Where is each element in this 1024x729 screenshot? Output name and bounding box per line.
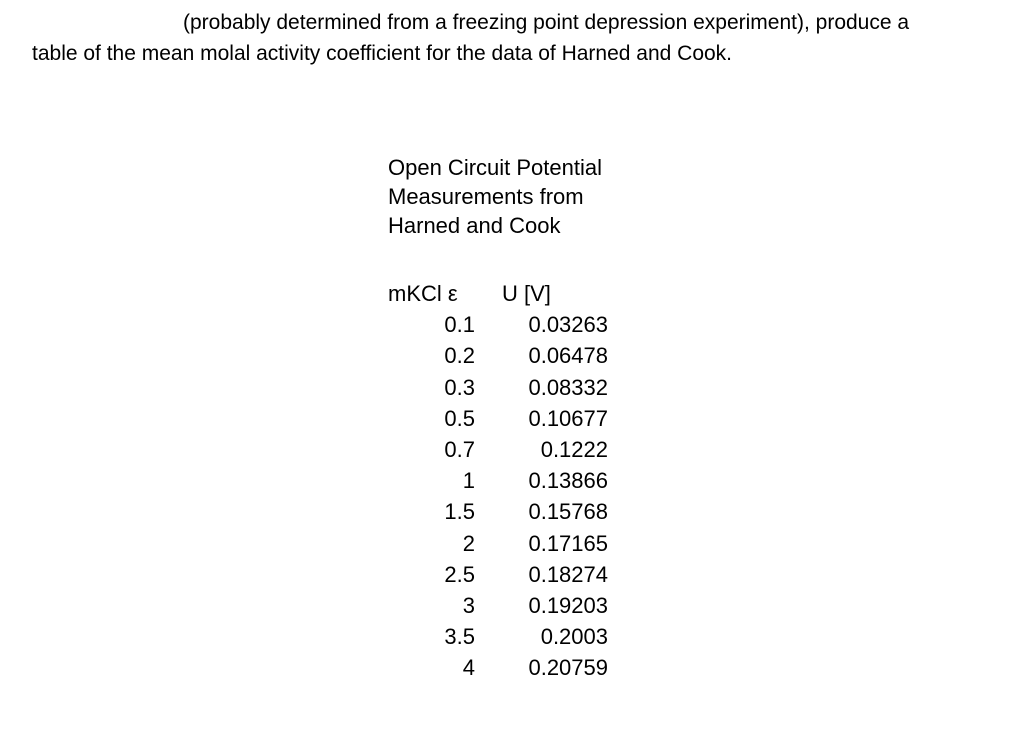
table-row: 1.5 0.15768 — [388, 496, 608, 527]
potential-cell: 0.15768 — [528, 499, 608, 525]
potential-cell: 0.17165 — [528, 530, 608, 556]
table-row: 3.5 0.2003 — [388, 621, 608, 652]
molality-cell: 0.2 — [444, 343, 475, 369]
table-row: 2.5 0.18274 — [388, 559, 608, 590]
column-header-voltage: U [V] — [502, 281, 551, 306]
table-row: 1 0.13866 — [388, 465, 608, 496]
table-row: 0.1 0.03263 — [388, 309, 608, 340]
paragraph-line-1: (probably determined from a freezing poi… — [183, 11, 910, 34]
table-row: 0.3 0.08332 — [388, 372, 608, 403]
molality-cell: 0.1 — [444, 312, 475, 338]
table-title: Open Circuit Potential Measurements from… — [388, 153, 608, 240]
molality-cell: 3 — [462, 593, 475, 619]
table-row: 0.7 0.1222 — [388, 434, 608, 465]
molality-cell: 4 — [462, 655, 475, 681]
potential-cell: 0.2003 — [540, 624, 608, 650]
potential-cell: 0.06478 — [528, 343, 608, 369]
potential-cell: 0.03263 — [528, 312, 608, 338]
column-header-mkcl: mKCl ε — [388, 281, 458, 306]
molality-cell: 0.7 — [444, 437, 475, 463]
molality-cell: 2 — [462, 530, 475, 556]
potential-cell: 0.1222 — [540, 437, 608, 463]
measurement-table: mKCl ε U [V] 0.1 0.03263 0.2 0.06478 0.3… — [388, 278, 608, 684]
potential-cell: 0.20759 — [528, 655, 608, 681]
molality-cell: 3.5 — [444, 624, 475, 650]
table-title-line-1: Open Circuit Potential — [388, 155, 602, 180]
potential-cell: 0.08332 — [528, 374, 608, 400]
table-row: 0.2 0.06478 — [388, 340, 608, 371]
molality-cell: 0.5 — [444, 405, 475, 431]
table-header-row: mKCl ε U [V] — [388, 278, 608, 309]
molality-cell: 1 — [462, 468, 475, 494]
intro-paragraph: (probably determined from a freezing poi… — [32, 7, 909, 69]
molality-cell: 0.3 — [444, 374, 475, 400]
table-body: 0.1 0.03263 0.2 0.06478 0.3 0.08332 0.5 … — [388, 309, 608, 683]
potential-cell: 0.18274 — [528, 561, 608, 587]
paragraph-line-2: table of the mean molal activity coeffic… — [32, 42, 733, 65]
potential-cell: 0.13866 — [528, 468, 608, 494]
measurement-table-block: Open Circuit Potential Measurements from… — [388, 153, 608, 684]
molality-cell: 2.5 — [444, 561, 475, 587]
table-row: 2 0.17165 — [388, 528, 608, 559]
potential-cell: 0.19203 — [528, 593, 608, 619]
molality-cell: 1.5 — [444, 499, 475, 525]
table-row: 0.5 0.10677 — [388, 403, 608, 434]
table-title-line-2: Measurements from — [388, 184, 584, 209]
table-row: 3 0.19203 — [388, 590, 608, 621]
table-title-line-3: Harned and Cook — [388, 213, 561, 238]
table-row: 4 0.20759 — [388, 652, 608, 683]
potential-cell: 0.10677 — [528, 405, 608, 431]
